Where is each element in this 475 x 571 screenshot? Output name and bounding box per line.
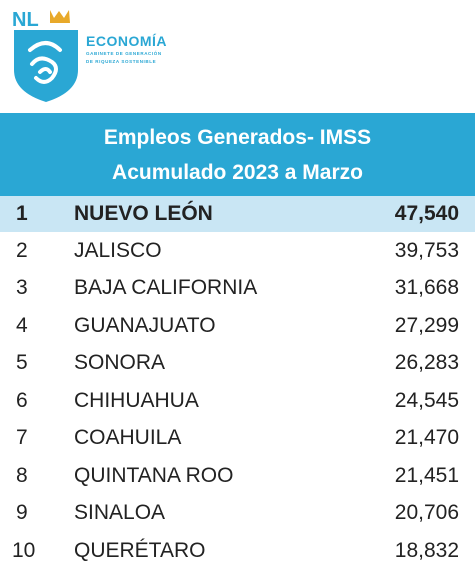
- brand-name: ECONOMÍA: [86, 33, 167, 49]
- value-cell: 21,470: [394, 426, 459, 450]
- ranking-table: 1 NUEVO LEÓN 47,540 2 JALISCO 39,753 3 B…: [0, 196, 475, 570]
- table-row: 7 COAHUILA 21,470: [0, 420, 475, 458]
- logo-nl-text: NL: [12, 9, 39, 31]
- state-cell: JALISCO: [74, 238, 162, 262]
- state-cell: BAJA CALIFORNIA: [74, 276, 258, 300]
- rank-cell: 6: [16, 388, 28, 412]
- state-cell: QUINTANA ROO: [74, 463, 234, 487]
- state-cell: COAHUILA: [74, 426, 182, 450]
- crown-icon: [50, 10, 70, 23]
- rank-cell: 8: [16, 463, 28, 487]
- state-cell: NUEVO LEÓN: [74, 202, 213, 225]
- state-cell: CHIHUAHUA: [74, 388, 199, 412]
- header-title: Empleos Generados- IMSS: [103, 126, 372, 149]
- table-row: 3 BAJA CALIFORNIA 31,668: [0, 270, 475, 308]
- table-row: 1 NUEVO LEÓN 47,540: [0, 196, 475, 232]
- nuevo-leon-shield-logo: NL: [12, 9, 78, 102]
- table-header: Empleos Generados- IMSS Acumulado 2023 a…: [0, 113, 475, 196]
- state-cell: QUERÉTARO: [74, 538, 206, 562]
- value-cell: 18,832: [394, 538, 459, 562]
- brand-subtitle-1: GABINETE DE GENERACIÓN: [86, 51, 162, 56]
- rank-cell: 2: [16, 238, 28, 262]
- value-cell: 27,299: [394, 313, 459, 337]
- logo-area: NL ECONOMÍA GABINETE DE GENERACIÓN DE RI…: [0, 0, 475, 112]
- header-subtitle: Acumulado 2023 a Marzo: [112, 161, 363, 184]
- value-cell: 47,540: [394, 202, 459, 225]
- state-cell: SONORA: [74, 351, 166, 375]
- brand-subtitle-2: DE RIQUEZA SOSTENIBLE: [86, 59, 157, 64]
- value-cell: 26,283: [394, 351, 459, 375]
- table-row: 6 CHIHUAHUA 24,545: [0, 382, 475, 420]
- table-row: 9 SINALOA 20,706: [0, 495, 475, 533]
- table-row: 8 QUINTANA ROO 21,451: [0, 457, 475, 495]
- value-cell: 24,545: [394, 388, 459, 412]
- rank-cell: 7: [16, 426, 28, 450]
- table-row: 10 QUERÉTARO 18,832: [0, 532, 475, 570]
- brand-text: ECONOMÍA GABINETE DE GENERACIÓN DE RIQUE…: [86, 33, 167, 65]
- state-cell: GUANAJUATO: [74, 313, 216, 337]
- rank-cell: 10: [12, 538, 36, 562]
- state-cell: SINALOA: [74, 501, 166, 525]
- rank-cell: 1: [16, 202, 28, 225]
- rank-cell: 4: [16, 313, 28, 337]
- rank-cell: 3: [16, 276, 28, 300]
- table-row: 2 JALISCO 39,753: [0, 232, 475, 270]
- value-cell: 21,451: [394, 463, 459, 487]
- value-cell: 39,753: [394, 238, 459, 262]
- rank-cell: 9: [16, 501, 28, 525]
- value-cell: 31,668: [394, 276, 459, 300]
- rank-cell: 5: [16, 351, 28, 375]
- value-cell: 20,706: [394, 501, 459, 525]
- table-row: 5 SONORA 26,283: [0, 345, 475, 383]
- table-row: 4 GUANAJUATO 27,299: [0, 307, 475, 345]
